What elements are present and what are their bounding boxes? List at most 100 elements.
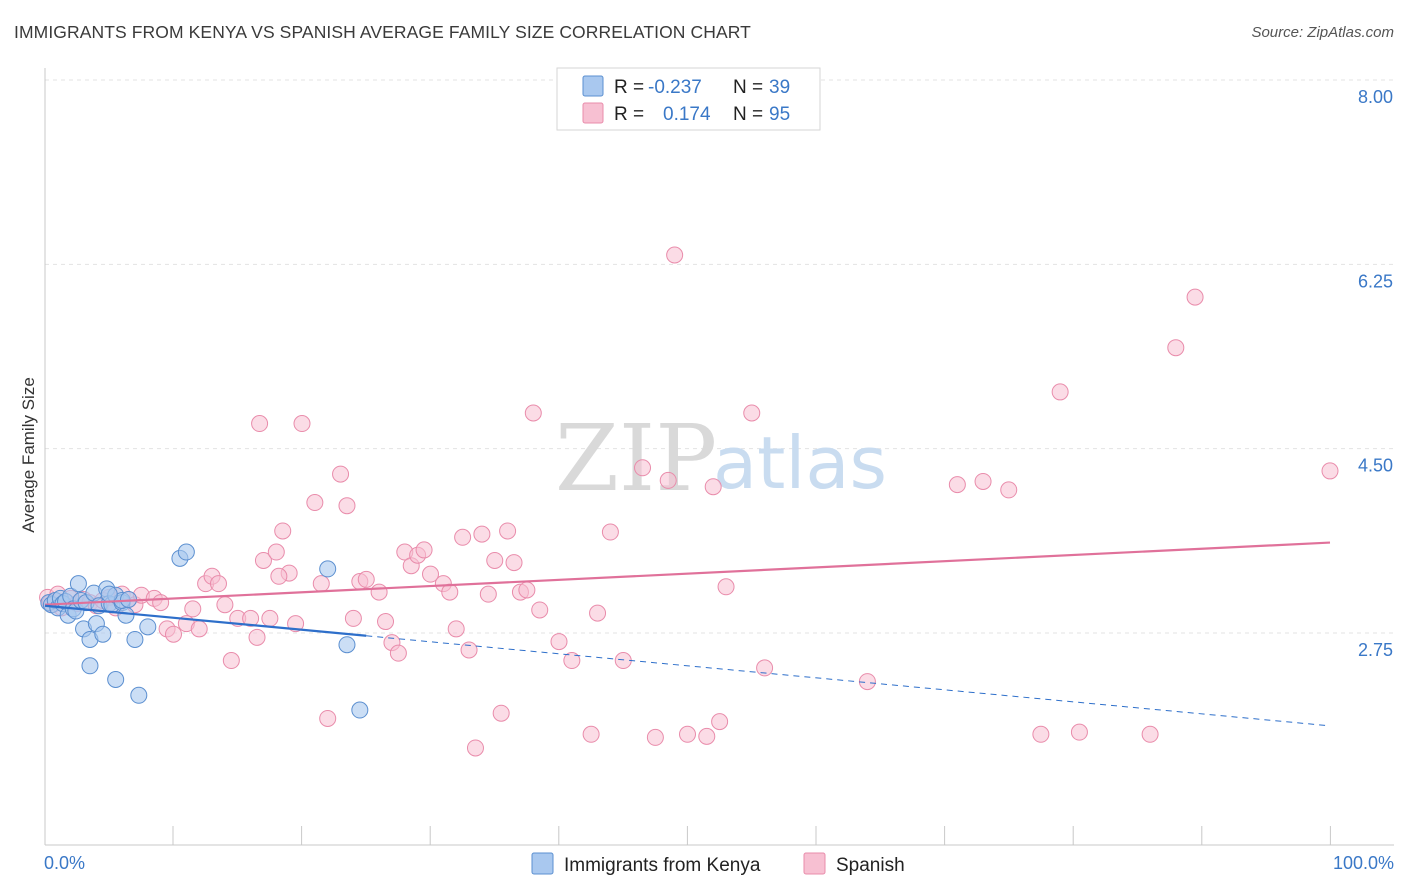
- spanish-point: [447, 620, 465, 638]
- y-tick-label: 8.00: [1358, 87, 1393, 107]
- spanish-point: [524, 404, 542, 422]
- spanish-point: [646, 728, 664, 746]
- spanish-point: [312, 575, 330, 593]
- watermark: ZIP atlas: [555, 405, 887, 512]
- spanish-point: [582, 725, 600, 743]
- spanish-point: [344, 609, 362, 627]
- kenya-point: [139, 618, 157, 636]
- spanish-point: [659, 471, 677, 489]
- kenya-point: [130, 686, 148, 704]
- watermark-atlas: atlas: [713, 421, 887, 505]
- spanish-point: [550, 633, 568, 651]
- spanish-r-value: 0.174: [663, 104, 711, 125]
- spanish-point: [287, 615, 305, 633]
- spanish-point: [319, 709, 337, 727]
- spanish-point: [479, 585, 497, 603]
- spanish-point: [1186, 288, 1204, 306]
- spanish-point: [251, 415, 269, 433]
- spanish-point: [242, 609, 260, 627]
- watermark-zip: ZIP: [555, 405, 717, 512]
- kenya-point: [69, 575, 87, 593]
- spanish-point: [422, 565, 439, 583]
- spanish-point: [666, 246, 684, 264]
- spanish-point: [389, 644, 407, 662]
- kenya-point: [117, 606, 135, 624]
- y-tick-label: 6.25: [1358, 271, 1393, 291]
- spanish-point: [492, 704, 510, 722]
- kenya-trend-line: [44, 604, 367, 637]
- spanish-point: [377, 613, 395, 631]
- y-axis-label: Average Family Size: [19, 377, 38, 533]
- y-tick-labels: 2.75 4.50 6.25 8.00: [1358, 87, 1393, 660]
- spanish-point: [499, 522, 517, 540]
- x-tick-label-min: 0.0%: [44, 853, 85, 873]
- kenya-trend-extension: [366, 635, 1331, 727]
- spanish-point: [518, 581, 536, 599]
- kenya-point: [100, 585, 118, 603]
- chart-title: IMMIGRANTS FROM KENYA VS SPANISH AVERAGE…: [14, 22, 751, 42]
- spanish-point: [505, 554, 523, 572]
- legend-spanish-swatch: [803, 852, 826, 875]
- kenya-point: [107, 670, 125, 688]
- spanish-point: [190, 620, 208, 638]
- spanish-r-label: R =: [614, 104, 644, 125]
- spanish-point: [704, 478, 722, 496]
- spanish-point: [1321, 462, 1339, 480]
- spanish-point: [209, 575, 227, 593]
- stats-legend: R = -0.237 N = 39 R = 0.174 N = 95: [556, 67, 821, 131]
- spanish-point: [1070, 723, 1088, 741]
- series-legend: Immigrants from Kenya Spanish: [531, 852, 905, 876]
- kenya-r-label: R =: [614, 77, 644, 98]
- spanish-point: [261, 609, 279, 627]
- spanish-point: [974, 472, 992, 490]
- kenya-point: [319, 560, 337, 578]
- spanish-point: [415, 541, 433, 559]
- kenya-point: [177, 543, 195, 561]
- spanish-point: [267, 543, 285, 561]
- spanish-point: [466, 739, 484, 757]
- spanish-point: [1000, 481, 1018, 499]
- trend-lines: [44, 541, 1331, 727]
- spanish-trend-line: [44, 541, 1331, 606]
- spanish-point: [948, 476, 966, 494]
- source-label: Source: ZipAtlas.com: [1251, 24, 1394, 41]
- spanish-point: [370, 583, 388, 601]
- kenya-point: [94, 625, 112, 643]
- spanish-point: [460, 641, 478, 659]
- kenya-point: [351, 701, 369, 719]
- kenya-point: [81, 657, 99, 675]
- spanish-point: [1141, 725, 1159, 743]
- legend-spanish-label: Spanish: [836, 855, 905, 876]
- data-points: [39, 246, 1339, 757]
- spanish-point: [614, 652, 632, 670]
- y-tick-label: 4.50: [1358, 456, 1393, 476]
- spanish-point: [679, 725, 696, 743]
- spanish-point: [165, 625, 182, 643]
- spanish-point: [306, 494, 324, 512]
- spanish-point: [473, 525, 491, 543]
- spanish-point: [1032, 725, 1050, 743]
- kenya-point: [126, 630, 144, 648]
- kenya-n-label: N =: [733, 77, 763, 98]
- spanish-point: [531, 601, 549, 619]
- spanish-point: [270, 567, 288, 585]
- spanish-point: [454, 528, 472, 546]
- spanish-point: [184, 600, 202, 618]
- spanish-point: [589, 604, 607, 622]
- spanish-point: [357, 570, 375, 588]
- legend-kenya-swatch: [531, 852, 554, 875]
- spanish-point: [711, 713, 729, 731]
- kenya-r-value: -0.237: [648, 77, 702, 98]
- axes: [44, 68, 1394, 846]
- spanish-point: [338, 497, 356, 515]
- kenya-swatch: [582, 75, 604, 97]
- spanish-n-label: N =: [733, 104, 763, 125]
- spanish-point: [332, 465, 350, 483]
- x-ticks: 0.0% 100.0%: [44, 826, 1394, 873]
- y-tick-label: 2.75: [1358, 640, 1393, 660]
- spanish-point: [222, 652, 240, 670]
- spanish-point: [293, 415, 311, 433]
- spanish-point: [756, 659, 774, 677]
- spanish-point: [601, 523, 619, 541]
